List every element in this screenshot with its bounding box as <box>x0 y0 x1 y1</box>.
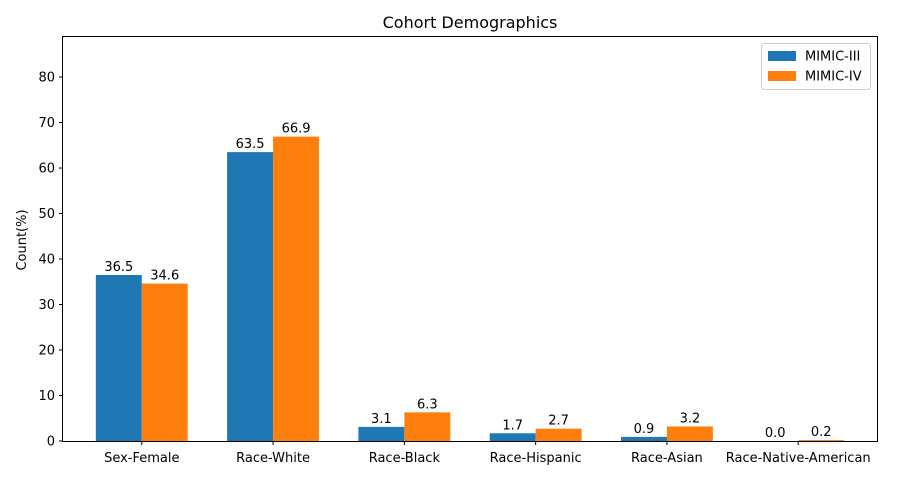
x-tick-label: Race-White <box>236 451 310 466</box>
bar-mimic-iv-race-asian <box>666 426 713 441</box>
legend-swatch-mimic-iv <box>768 71 796 81</box>
legend-swatch-mimic-iii <box>768 51 796 61</box>
y-tick-label: 70 <box>38 116 55 131</box>
plot-frame <box>62 36 878 442</box>
bar-mimic-iii-sex-female <box>95 274 142 441</box>
y-tick-label: 30 <box>38 298 55 313</box>
y-axis: 0 10 20 30 40 50 60 70 80 <box>38 71 63 450</box>
legend-label-mimic-iii: MIMIC-III <box>805 50 860 65</box>
x-tick-label: Race-Black <box>369 451 441 466</box>
bar-mimic-iv-sex-female <box>141 283 188 441</box>
bar-value-label: 3.1 <box>371 412 392 427</box>
legend-label-mimic-iv: MIMIC-IV <box>805 70 862 85</box>
bar-mimic-iii-race-white <box>227 152 274 441</box>
bar-value-label: 63.5 <box>236 137 265 152</box>
bar-value-label: 6.3 <box>417 397 438 412</box>
x-tick-label: Race-Hispanic <box>490 451 582 466</box>
bar-mimic-iii-race-hispanic <box>489 433 536 441</box>
bar-mimic-iv-race-white <box>273 136 320 441</box>
bar-mimic-iii-race-asian <box>620 436 667 441</box>
bars-group <box>95 136 845 441</box>
bar-value-label: 3.2 <box>680 411 701 426</box>
x-tick-label: Race-Native-American <box>726 451 871 466</box>
bar-value-label: 36.5 <box>104 260 133 275</box>
bar-value-label: 0.0 <box>765 426 786 441</box>
y-tick-label: 80 <box>38 71 55 86</box>
bar-value-label: 66.9 <box>282 122 311 137</box>
bar-value-label: 0.2 <box>811 425 832 440</box>
bar-mimic-iv-race-native-american <box>798 440 845 441</box>
bar-mimic-iv-race-black <box>404 412 451 441</box>
x-tick-label: Race-Asian <box>631 451 703 466</box>
y-tick-label: 20 <box>38 344 55 359</box>
y-tick-label: 60 <box>38 162 55 177</box>
y-tick-label: 50 <box>38 207 55 222</box>
value-labels-group: 36.5 63.5 3.1 1.7 0.9 0.0 34.6 66.9 6.3 2.7 3.2 0.2 <box>104 122 831 441</box>
x-tick-label: Sex-Female <box>104 451 179 466</box>
chart-title: Cohort Demographics <box>383 13 558 32</box>
bar-value-label: 1.7 <box>502 418 523 433</box>
y-tick-label: 40 <box>38 253 55 268</box>
bar-mimic-iv-race-hispanic <box>535 428 582 441</box>
y-tick-label: 0 <box>47 435 55 450</box>
bar-value-label: 0.9 <box>634 422 655 437</box>
y-tick-label: 10 <box>38 389 55 404</box>
bar-value-label: 34.6 <box>150 269 179 284</box>
x-axis: Sex-Female Race-White Race-Black Race-Hispa… <box>104 441 871 466</box>
legend: MIMIC-III MIMIC-IV <box>761 43 871 90</box>
bar-mimic-iii-race-black <box>358 426 405 441</box>
bar-value-label: 2.7 <box>548 414 569 429</box>
y-axis-label: Count(%) <box>15 209 30 270</box>
